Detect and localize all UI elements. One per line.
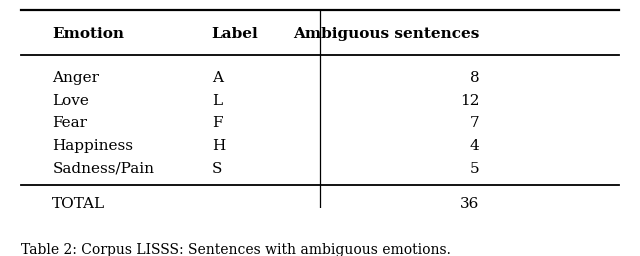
Text: L: L	[212, 94, 222, 108]
Text: TOTAL: TOTAL	[52, 197, 106, 211]
Text: H: H	[212, 139, 225, 153]
Text: 36: 36	[460, 197, 479, 211]
Text: Fear: Fear	[52, 116, 88, 130]
Text: Ambiguous sentences: Ambiguous sentences	[293, 27, 479, 41]
Text: Anger: Anger	[52, 71, 99, 85]
Text: Table 2: Corpus LISSS: Sentences with ambiguous emotions.: Table 2: Corpus LISSS: Sentences with am…	[20, 242, 451, 256]
Text: S: S	[212, 162, 222, 176]
Text: 8: 8	[470, 71, 479, 85]
Text: 7: 7	[470, 116, 479, 130]
Text: F: F	[212, 116, 222, 130]
Text: 4: 4	[470, 139, 479, 153]
Text: 12: 12	[460, 94, 479, 108]
Text: Emotion: Emotion	[52, 27, 124, 41]
Text: Sadness/Pain: Sadness/Pain	[52, 162, 154, 176]
Text: Label: Label	[212, 27, 259, 41]
Text: Happiness: Happiness	[52, 139, 133, 153]
Text: A: A	[212, 71, 223, 85]
Text: Love: Love	[52, 94, 89, 108]
Text: 5: 5	[470, 162, 479, 176]
